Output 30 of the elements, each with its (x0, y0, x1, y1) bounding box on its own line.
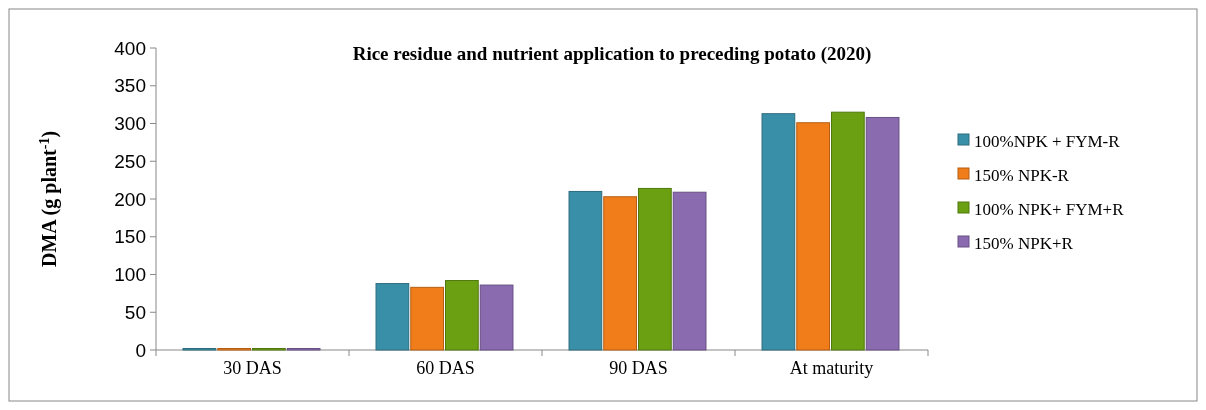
bar (796, 122, 830, 351)
x-tick-label: 60 DAS (416, 358, 475, 378)
y-tick-label: 150 (114, 226, 146, 248)
y-tick-label: 400 (114, 37, 146, 59)
y-tick-label: 300 (114, 113, 146, 135)
y-tick-label: 250 (114, 150, 146, 172)
x-tick-label: 90 DAS (609, 358, 668, 378)
legend-label: 100% NPK+ FYM+R (974, 199, 1125, 219)
x-tick-label: 30 DAS (223, 358, 282, 378)
legend-label: 150% NPK-R (974, 165, 1070, 185)
bar (375, 283, 410, 351)
bar (672, 191, 707, 351)
chart-title: Rice residue and nutrient application to preceding potato (2020) (352, 43, 872, 65)
y-tick-label: 50 (124, 301, 146, 323)
y-tick-label: 350 (114, 75, 146, 97)
bar (410, 286, 444, 351)
bar (865, 116, 900, 351)
bar (479, 284, 514, 351)
bar (568, 190, 603, 351)
bar (445, 280, 479, 351)
legend-label: 100%NPK + FYM-R (974, 131, 1121, 151)
legend-label: 150% NPK+R (974, 233, 1074, 253)
y-tick-label: 200 (114, 188, 146, 210)
bar (603, 196, 637, 351)
y-tick-label: 0 (135, 339, 146, 361)
x-tick-label: At maturity (789, 358, 874, 378)
y-tick-label: 100 (114, 264, 146, 286)
bar (638, 187, 672, 351)
bar (761, 113, 796, 351)
bar (831, 111, 865, 351)
